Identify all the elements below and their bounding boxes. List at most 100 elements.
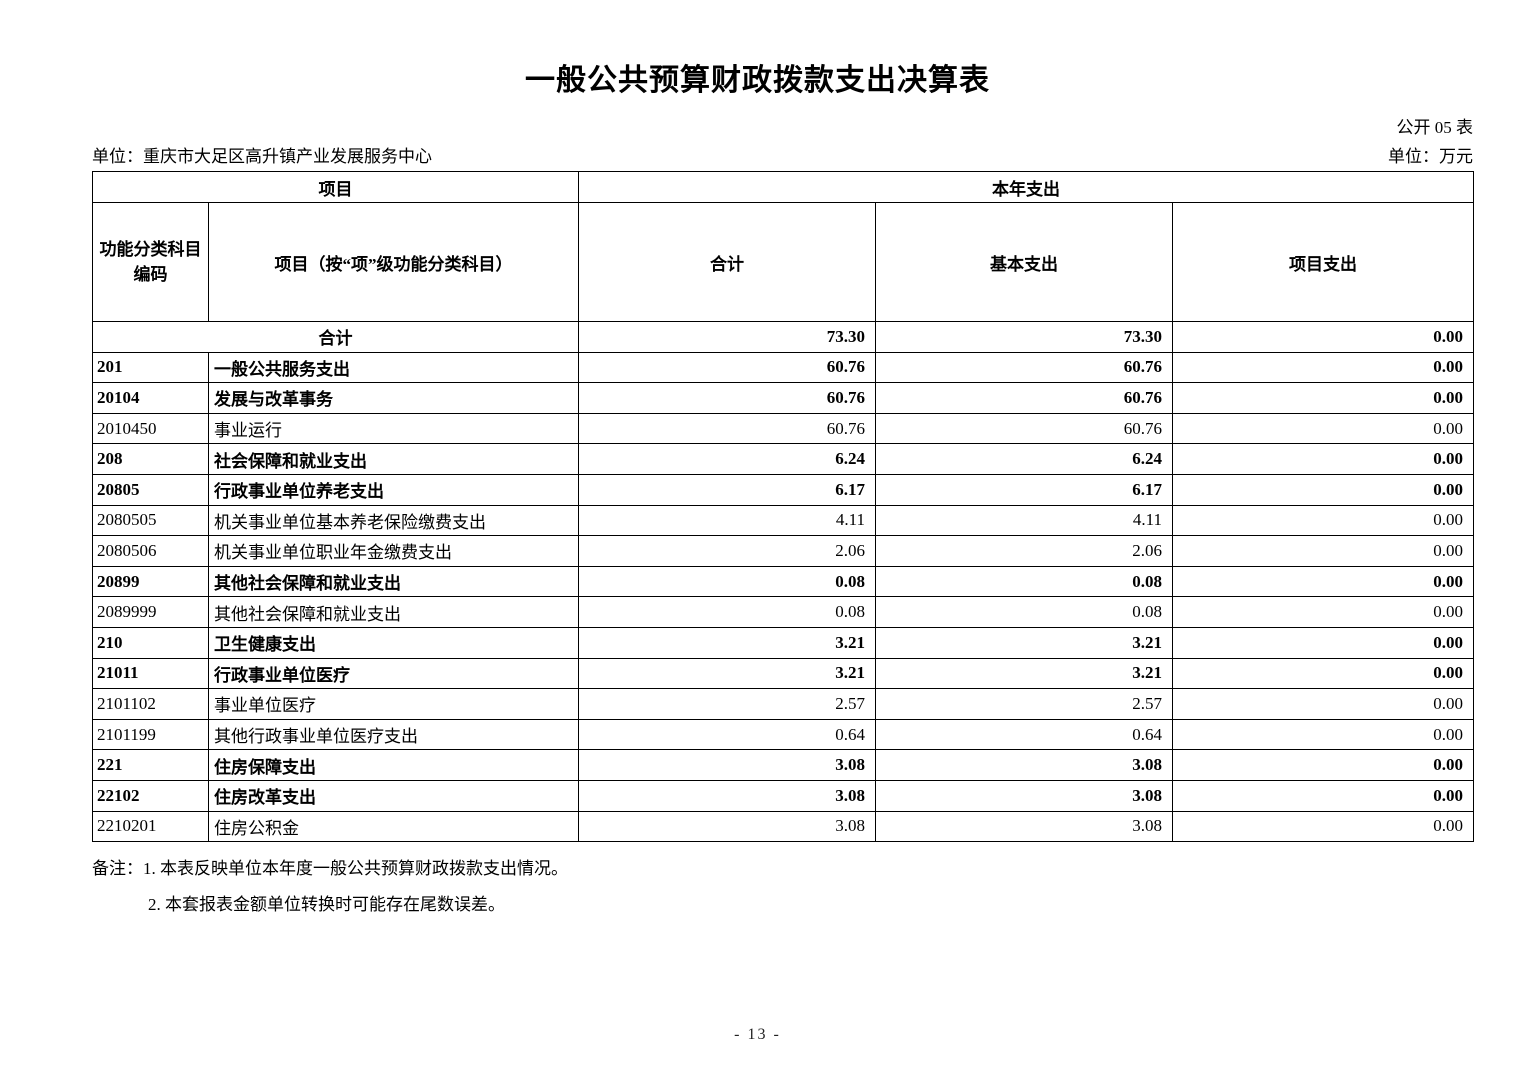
total-amount-cell: 6.17 [578, 473, 876, 506]
doc-number: 公开 05 表 [1396, 118, 1474, 137]
project-amount-cell: 0.00 [1172, 688, 1474, 720]
header-group-row: 项目 本年支出 [92, 171, 1474, 203]
total-amount-cell: 2.06 [578, 535, 876, 567]
function-code-cell: 20805 [92, 473, 209, 506]
total-amount-cell: 3.08 [578, 779, 876, 812]
function-code-cell: 2101102 [92, 688, 209, 720]
item-name-cell: 一般公共服务支出 [208, 351, 579, 384]
header-columns-row: 功能分类科目 编码 项目（按“项”级功能分类科目） 合计 基本支出 项目支出 [92, 202, 1474, 322]
item-name-cell: 事业运行 [208, 412, 579, 445]
grand-total-amount: 73.30 [578, 321, 876, 353]
project-amount-cell: 0.00 [1172, 504, 1474, 537]
item-name-cell: 其他行政事业单位医疗支出 [208, 718, 579, 751]
function-code-cell: 221 [92, 749, 209, 781]
table-row: 2010450 事业运行 60.76 60.76 0.00 [92, 412, 1474, 445]
basic-amount-cell: 6.17 [875, 473, 1173, 506]
function-code-cell: 201 [92, 351, 209, 384]
expenditure-table: 项目 本年支出 功能分类科目 编码 项目（按“项”级功能分类科目） 合计 基本支… [92, 171, 1474, 843]
project-amount-cell: 0.00 [1172, 412, 1474, 445]
total-amount-cell: 2.57 [578, 688, 876, 720]
project-amount-cell: 0.00 [1172, 473, 1474, 506]
total-amount-cell: 60.76 [578, 412, 876, 445]
project-amount-cell: 0.00 [1172, 443, 1474, 475]
basic-amount-cell: 3.08 [875, 779, 1173, 812]
item-name-cell: 机关事业单位职业年金缴费支出 [208, 535, 579, 567]
table-row: 20805 行政事业单位养老支出 6.17 6.17 0.00 [92, 473, 1474, 506]
basic-amount-cell: 0.08 [875, 565, 1173, 598]
header-code-line1: 功能分类科目 [99, 239, 202, 259]
total-amount-cell: 0.64 [578, 718, 876, 751]
function-code-cell: 22102 [92, 779, 209, 812]
project-amount-cell: 0.00 [1172, 718, 1474, 751]
basic-amount-cell: 6.24 [875, 443, 1173, 475]
footnote-2: 2. 本套报表金额单位转换时可能存在尾数误差。 [148, 895, 505, 915]
project-amount-cell: 0.00 [1172, 351, 1474, 384]
item-name-cell: 其他社会保障和就业支出 [208, 596, 579, 628]
header-code-line2: 编码 [133, 265, 168, 284]
table-row: 20899 其他社会保障和就业支出 0.08 0.08 0.00 [92, 565, 1474, 598]
basic-amount-cell: 2.57 [875, 688, 1173, 720]
function-code-cell: 2101199 [92, 718, 209, 751]
project-amount-cell: 0.00 [1172, 596, 1474, 628]
total-amount-cell: 3.21 [578, 657, 876, 690]
total-amount-cell: 0.08 [578, 565, 876, 598]
function-code-cell: 2080505 [92, 504, 209, 537]
table-row: 2089999 其他社会保障和就业支出 0.08 0.08 0.00 [92, 596, 1474, 628]
project-amount-cell: 0.00 [1172, 535, 1474, 567]
header-total-column: 合计 [578, 202, 876, 322]
basic-amount-cell: 2.06 [875, 535, 1173, 567]
page-number: - 13 - [734, 1026, 781, 1043]
table-row: 2101199 其他行政事业单位医疗支出 0.64 0.64 0.00 [92, 718, 1474, 751]
function-code-cell: 2010450 [92, 412, 209, 445]
table-row: 210 卫生健康支出 3.21 3.21 0.00 [92, 626, 1474, 659]
footnote-1: 备注：1. 本表反映单位本年度一般公共预算财政拨款支出情况。 [92, 859, 568, 879]
table-row: 20104 发展与改革事务 60.76 60.76 0.00 [92, 382, 1474, 414]
grand-total-basic: 73.30 [875, 321, 1173, 353]
basic-amount-cell: 0.08 [875, 596, 1173, 628]
total-amount-cell: 3.21 [578, 626, 876, 659]
header-year-expenditure-group: 本年支出 [578, 171, 1474, 203]
basic-amount-cell: 60.76 [875, 351, 1173, 384]
item-name-cell: 机关事业单位基本养老保险缴费支出 [208, 504, 579, 537]
function-code-cell: 20899 [92, 565, 209, 598]
footnotes: 备注：1. 本表反映单位本年度一般公共预算财政拨款支出情况。 2. 本套报表金额… [92, 851, 1515, 923]
basic-amount-cell: 4.11 [875, 504, 1173, 537]
project-amount-cell: 0.00 [1172, 565, 1474, 598]
project-amount-cell: 0.00 [1172, 810, 1474, 843]
basic-amount-cell: 3.21 [875, 626, 1173, 659]
table-row: 221 住房保障支出 3.08 3.08 0.00 [92, 749, 1474, 781]
function-code-cell: 2089999 [92, 596, 209, 628]
basic-amount-cell: 3.08 [875, 749, 1173, 781]
table-body: 201 一般公共服务支出 60.76 60.76 0.00 20104 发展与改革事务 60.… [92, 351, 1474, 843]
item-name-cell: 住房改革支出 [208, 779, 579, 812]
table-row: 2080506 机关事业单位职业年金缴费支出 2.06 2.06 0.00 [92, 535, 1474, 567]
item-name-cell: 其他社会保障和就业支出 [208, 565, 579, 598]
page-title: 一般公共预算财政拨款支出决算表 [525, 64, 990, 97]
basic-amount-cell: 60.76 [875, 412, 1173, 445]
table-row: 2210201 住房公积金 3.08 3.08 0.00 [92, 810, 1474, 843]
total-amount-cell: 4.11 [578, 504, 876, 537]
grand-total-row: 合计 73.30 73.30 0.00 [92, 321, 1474, 353]
table-row: 22102 住房改革支出 3.08 3.08 0.00 [92, 779, 1474, 812]
basic-amount-cell: 60.76 [875, 382, 1173, 414]
item-name-cell: 卫生健康支出 [208, 626, 579, 659]
basic-amount-cell: 0.64 [875, 718, 1173, 751]
item-name-cell: 社会保障和就业支出 [208, 443, 579, 475]
function-code-cell: 2210201 [92, 810, 209, 843]
total-amount-cell: 6.24 [578, 443, 876, 475]
org-unit-label: 单位：重庆市大足区高升镇产业发展服务中心 [92, 147, 432, 166]
table-row: 2101102 事业单位医疗 2.57 2.57 0.00 [92, 688, 1474, 720]
total-amount-cell: 0.08 [578, 596, 876, 628]
function-code-cell: 20104 [92, 382, 209, 414]
item-name-cell: 行政事业单位医疗 [208, 657, 579, 690]
header-item-column: 项目（按“项”级功能分类科目） [208, 202, 579, 322]
project-amount-cell: 0.00 [1172, 382, 1474, 414]
basic-amount-cell: 3.08 [875, 810, 1173, 843]
table-row: 2080505 机关事业单位基本养老保险缴费支出 4.11 4.11 0.00 [92, 504, 1474, 537]
total-amount-cell: 3.08 [578, 810, 876, 843]
header-basic-column: 基本支出 [875, 202, 1173, 322]
project-amount-cell: 0.00 [1172, 626, 1474, 659]
item-name-cell: 住房保障支出 [208, 749, 579, 781]
function-code-cell: 2080506 [92, 535, 209, 567]
